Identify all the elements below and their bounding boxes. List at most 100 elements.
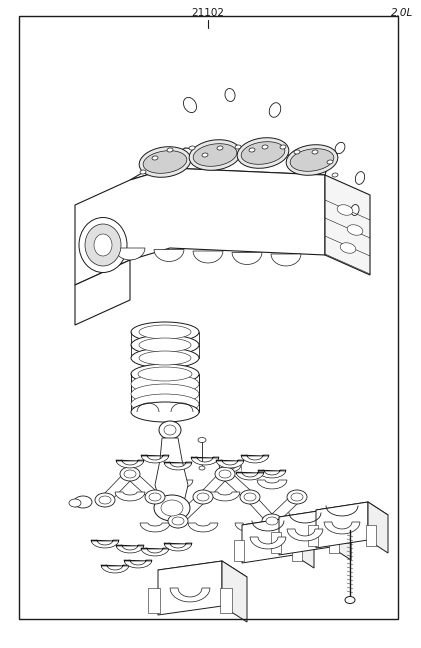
Polygon shape: [331, 509, 351, 560]
Polygon shape: [191, 457, 219, 465]
Ellipse shape: [294, 150, 300, 154]
Ellipse shape: [131, 402, 199, 422]
Ellipse shape: [172, 517, 184, 525]
Ellipse shape: [335, 143, 345, 154]
Polygon shape: [140, 523, 170, 532]
Ellipse shape: [145, 490, 165, 504]
Ellipse shape: [240, 490, 260, 504]
Ellipse shape: [355, 172, 365, 185]
Polygon shape: [163, 480, 193, 489]
Ellipse shape: [131, 335, 199, 355]
Ellipse shape: [347, 225, 363, 235]
Ellipse shape: [202, 153, 208, 157]
Ellipse shape: [85, 224, 121, 266]
Ellipse shape: [161, 500, 183, 516]
Polygon shape: [366, 525, 376, 546]
Ellipse shape: [291, 493, 303, 501]
Polygon shape: [222, 561, 247, 622]
Polygon shape: [158, 561, 222, 615]
Ellipse shape: [139, 146, 191, 178]
Polygon shape: [170, 588, 210, 602]
Ellipse shape: [244, 493, 256, 501]
Ellipse shape: [340, 243, 356, 253]
Ellipse shape: [159, 421, 181, 439]
Polygon shape: [250, 537, 286, 549]
Ellipse shape: [95, 493, 115, 507]
Polygon shape: [242, 517, 294, 563]
Polygon shape: [75, 168, 325, 285]
Ellipse shape: [139, 325, 191, 339]
Polygon shape: [164, 543, 192, 551]
Polygon shape: [188, 523, 218, 532]
Ellipse shape: [79, 218, 127, 273]
Ellipse shape: [351, 205, 359, 216]
Ellipse shape: [215, 467, 235, 481]
Ellipse shape: [131, 348, 199, 368]
Ellipse shape: [140, 170, 146, 174]
Ellipse shape: [149, 493, 161, 501]
Ellipse shape: [152, 156, 158, 160]
Ellipse shape: [262, 145, 268, 149]
Polygon shape: [235, 523, 265, 532]
Text: 2.0L: 2.0L: [391, 8, 413, 18]
Polygon shape: [148, 588, 160, 613]
Ellipse shape: [189, 146, 195, 150]
Polygon shape: [236, 472, 264, 480]
Polygon shape: [155, 438, 188, 502]
Ellipse shape: [167, 148, 173, 152]
Ellipse shape: [237, 138, 289, 168]
Polygon shape: [101, 565, 129, 573]
Polygon shape: [232, 253, 262, 264]
Ellipse shape: [290, 148, 334, 171]
Polygon shape: [116, 545, 144, 553]
Polygon shape: [193, 251, 223, 263]
Polygon shape: [115, 248, 145, 260]
Ellipse shape: [69, 499, 81, 507]
Polygon shape: [91, 540, 119, 548]
Polygon shape: [282, 523, 312, 532]
Polygon shape: [158, 561, 247, 586]
Ellipse shape: [124, 470, 136, 478]
Ellipse shape: [235, 145, 241, 149]
Ellipse shape: [138, 367, 192, 381]
Polygon shape: [216, 460, 244, 468]
Text: 21102: 21102: [192, 8, 224, 18]
Polygon shape: [164, 462, 192, 470]
Ellipse shape: [219, 470, 231, 478]
Polygon shape: [210, 492, 240, 501]
Ellipse shape: [184, 97, 197, 113]
Polygon shape: [271, 254, 301, 266]
Ellipse shape: [286, 145, 338, 176]
Ellipse shape: [262, 514, 282, 528]
Ellipse shape: [193, 490, 213, 504]
Ellipse shape: [168, 514, 188, 528]
Polygon shape: [257, 480, 287, 489]
Ellipse shape: [312, 150, 318, 154]
Polygon shape: [329, 532, 339, 553]
Ellipse shape: [131, 374, 199, 394]
Ellipse shape: [143, 151, 187, 173]
Polygon shape: [258, 470, 286, 478]
Ellipse shape: [225, 89, 235, 102]
Polygon shape: [130, 148, 330, 180]
Polygon shape: [308, 525, 318, 546]
Ellipse shape: [345, 597, 355, 603]
Ellipse shape: [74, 496, 92, 508]
Polygon shape: [325, 175, 370, 275]
Ellipse shape: [131, 394, 199, 414]
Ellipse shape: [94, 234, 112, 256]
Ellipse shape: [198, 437, 206, 443]
Ellipse shape: [217, 146, 223, 150]
Ellipse shape: [99, 496, 111, 504]
Ellipse shape: [199, 466, 205, 470]
Ellipse shape: [241, 142, 285, 165]
Polygon shape: [271, 532, 281, 553]
Polygon shape: [279, 509, 331, 555]
Ellipse shape: [131, 384, 199, 404]
Ellipse shape: [337, 205, 353, 215]
Polygon shape: [154, 249, 184, 261]
Polygon shape: [115, 492, 145, 501]
Ellipse shape: [139, 338, 191, 352]
Polygon shape: [316, 502, 388, 523]
Ellipse shape: [154, 495, 190, 521]
